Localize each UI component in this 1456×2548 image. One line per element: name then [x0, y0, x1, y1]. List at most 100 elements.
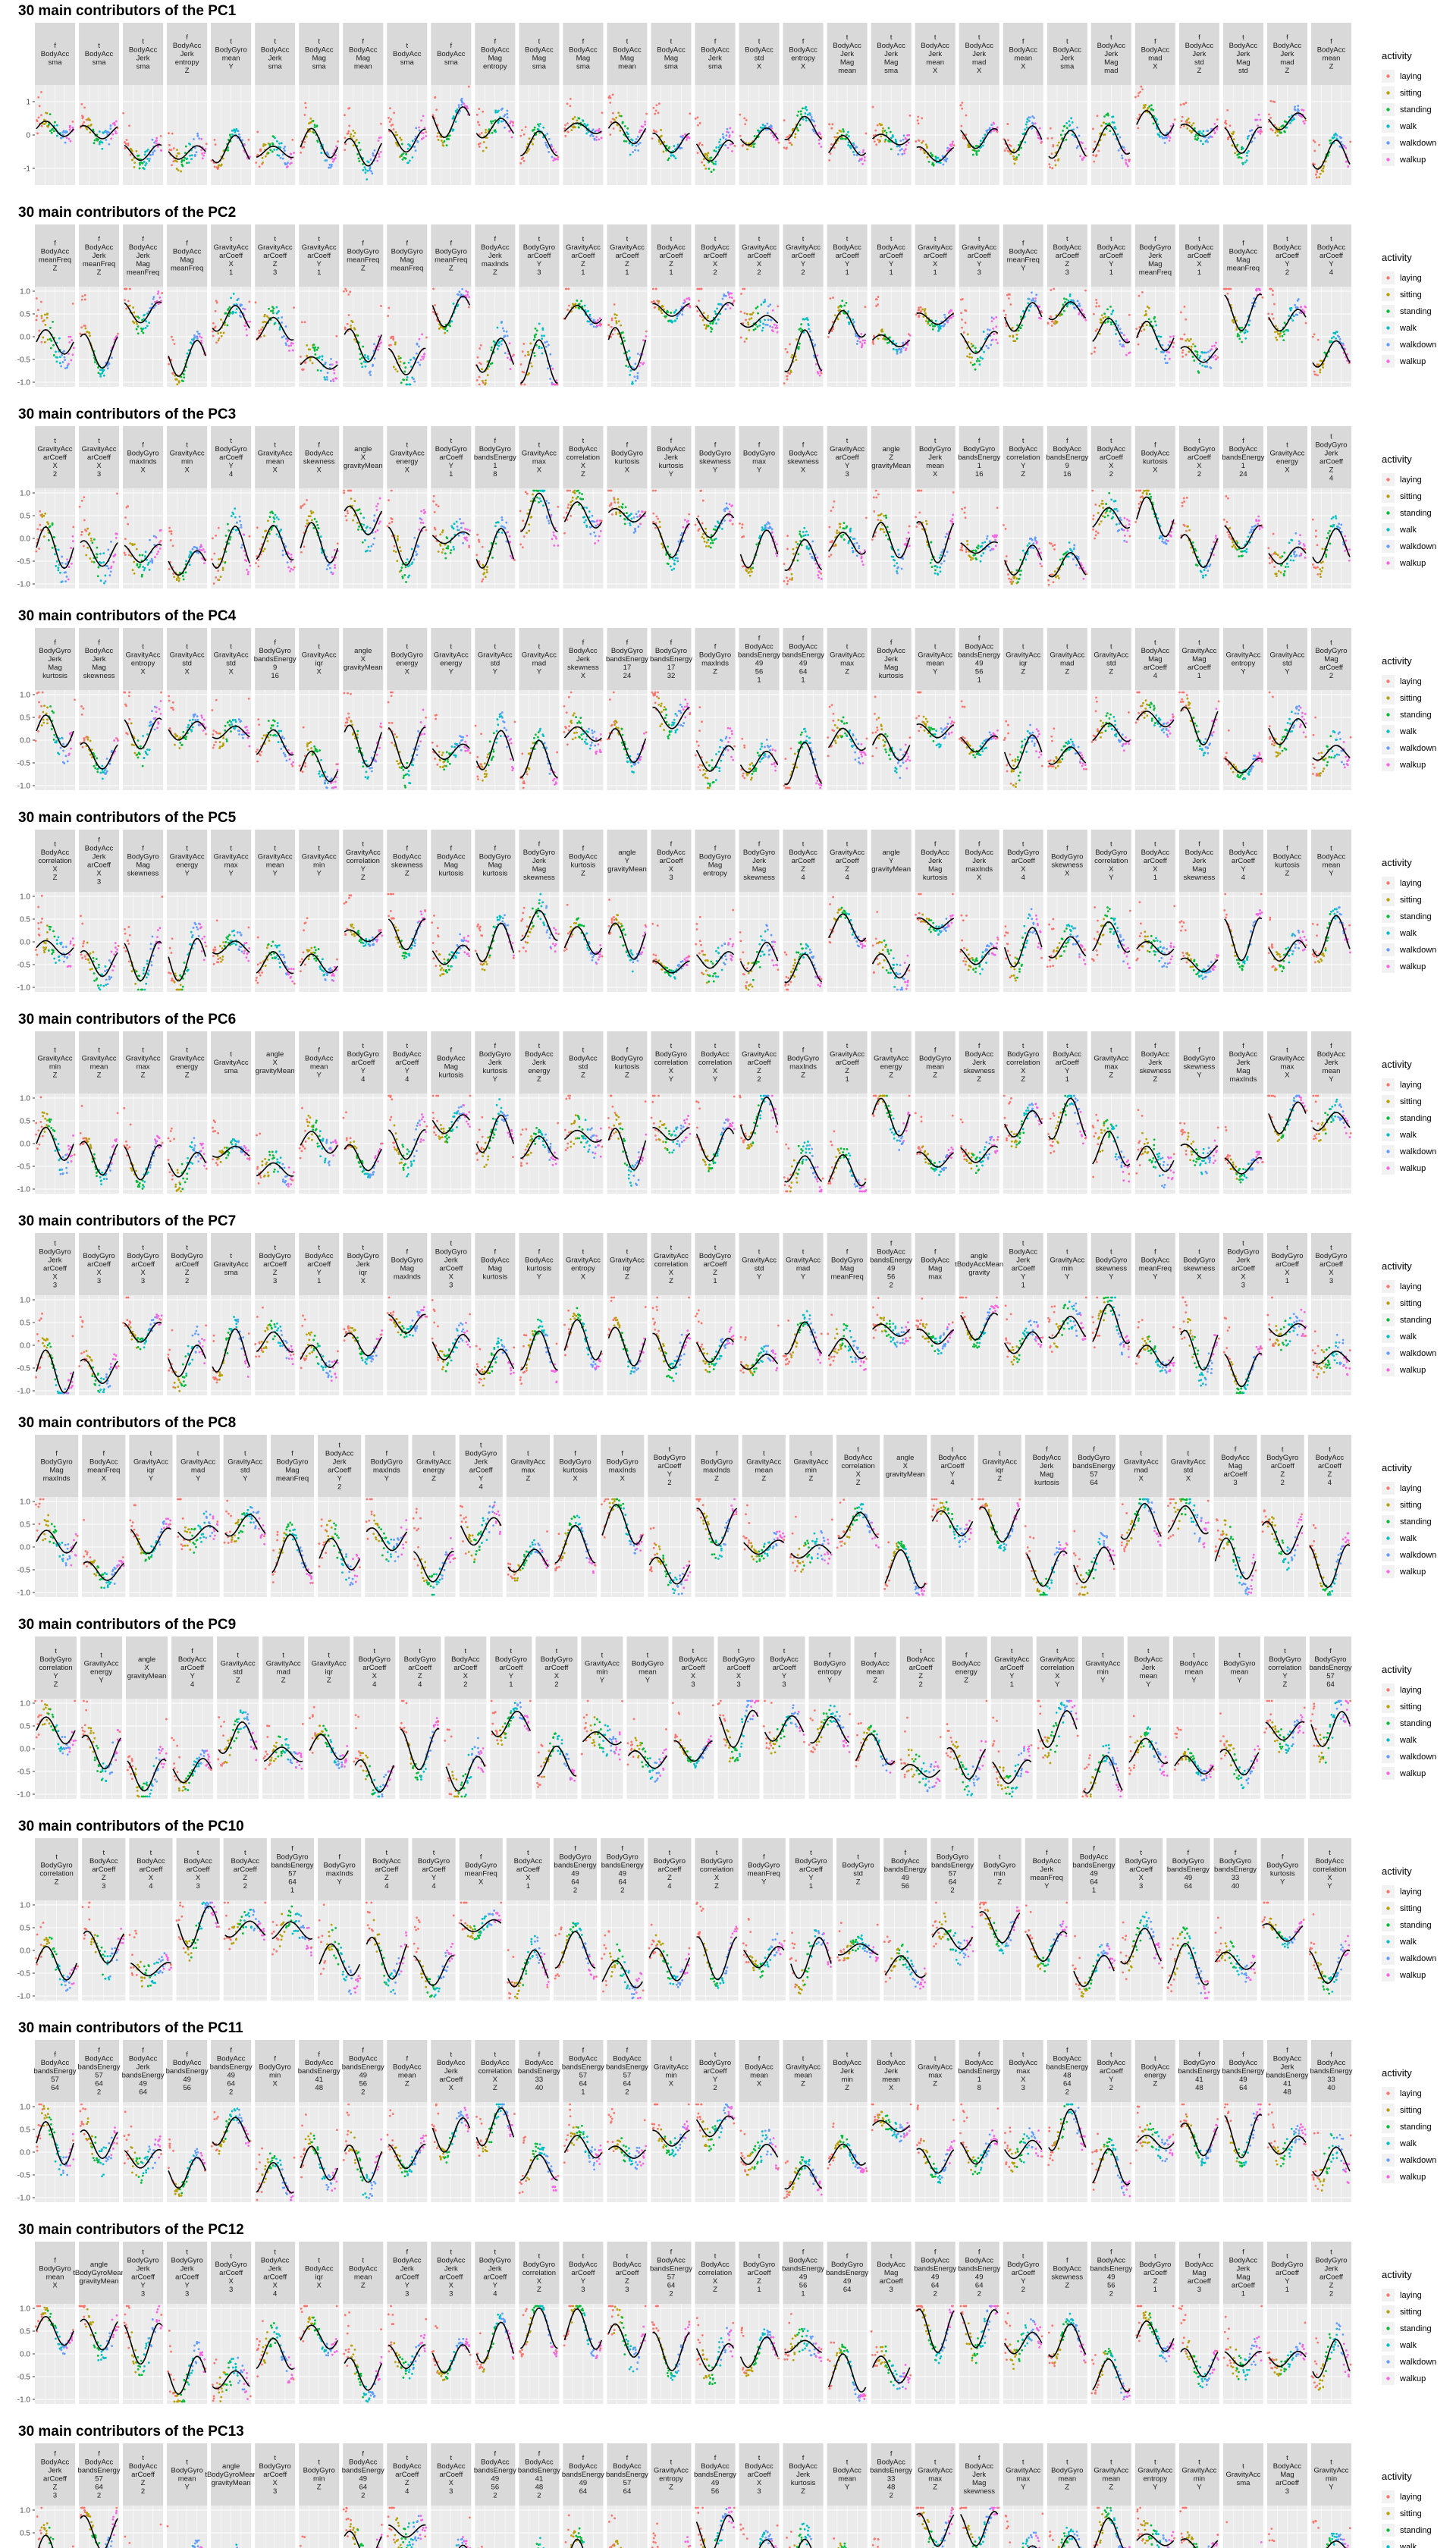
data-point — [468, 296, 470, 298]
data-point — [109, 124, 111, 127]
data-point — [479, 143, 482, 145]
data-point — [36, 120, 39, 122]
data-point — [468, 86, 470, 88]
data-point — [601, 137, 603, 140]
data-point — [821, 372, 823, 375]
data-point — [1159, 136, 1161, 138]
data-point — [255, 301, 257, 303]
data-point — [523, 160, 526, 162]
data-point — [929, 325, 931, 327]
data-point — [706, 154, 708, 156]
data-point — [1259, 289, 1261, 291]
data-point — [695, 118, 697, 120]
data-point — [129, 288, 131, 290]
data-point — [843, 130, 845, 133]
data-point — [1112, 133, 1115, 136]
data-point — [791, 354, 793, 356]
data-point — [828, 159, 830, 162]
data-point — [1051, 137, 1053, 140]
data-point — [372, 152, 374, 155]
data-point — [509, 122, 511, 124]
data-point — [218, 164, 220, 166]
data-point — [599, 317, 601, 319]
data-point — [527, 150, 529, 152]
data-point — [1148, 307, 1150, 309]
data-point — [551, 368, 554, 370]
data-point — [1191, 131, 1193, 133]
data-point — [830, 143, 833, 146]
data-point — [570, 98, 572, 100]
data-point — [512, 124, 514, 127]
data-point — [143, 168, 146, 170]
data-point — [326, 376, 328, 378]
data-point — [635, 138, 638, 140]
data-point — [1155, 325, 1157, 327]
data-point — [1206, 140, 1208, 142]
data-point — [1097, 150, 1100, 152]
data-point — [901, 148, 903, 150]
data-point — [767, 324, 769, 326]
data-point — [960, 125, 962, 127]
data-point — [350, 325, 352, 327]
data-point — [798, 346, 800, 348]
data-point — [877, 139, 879, 141]
data-point — [71, 339, 73, 341]
data-point — [1297, 105, 1299, 107]
data-point — [1068, 124, 1071, 127]
data-point — [485, 146, 488, 149]
data-point — [1070, 117, 1072, 119]
data-point — [491, 132, 494, 134]
data-point — [196, 151, 198, 153]
data-point — [1029, 117, 1031, 119]
facet: f BodyAcc Mag entropy — [475, 23, 515, 185]
data-point — [365, 171, 367, 174]
data-point — [506, 113, 508, 115]
data-point — [932, 328, 934, 331]
data-point — [409, 159, 411, 162]
data-point — [1156, 348, 1158, 350]
data-point — [709, 322, 711, 325]
data-point — [176, 383, 178, 385]
data-point — [796, 115, 799, 117]
data-point — [1336, 134, 1338, 136]
data-point — [522, 372, 525, 374]
data-point — [434, 96, 436, 99]
data-point — [83, 121, 85, 124]
data-point — [186, 162, 188, 164]
data-point — [40, 341, 42, 344]
data-point — [312, 347, 315, 349]
data-point — [805, 106, 807, 108]
data-point — [459, 290, 461, 293]
data-point — [1103, 121, 1105, 124]
data-point — [615, 117, 617, 119]
data-point — [799, 343, 801, 345]
data-point — [730, 292, 733, 294]
data-point — [108, 363, 111, 366]
data-point — [1095, 330, 1097, 332]
data-point — [985, 345, 987, 347]
data-point — [578, 307, 580, 309]
data-point — [221, 164, 223, 166]
data-point — [612, 112, 614, 115]
data-point — [415, 149, 417, 152]
data-point — [1162, 344, 1164, 347]
data-point — [611, 319, 613, 322]
data-point — [1244, 331, 1247, 334]
data-point — [1241, 157, 1243, 159]
data-point — [266, 315, 268, 318]
data-point — [881, 331, 883, 333]
data-point — [924, 312, 927, 315]
data-point — [494, 111, 497, 114]
data-point — [497, 348, 499, 350]
data-point — [1005, 314, 1007, 316]
data-point — [1192, 122, 1194, 124]
data-point — [200, 138, 202, 140]
data-point — [117, 333, 119, 335]
data-point — [202, 157, 204, 159]
data-point — [620, 115, 623, 118]
data-point — [703, 158, 705, 160]
data-point — [172, 339, 174, 341]
data-point — [755, 307, 758, 309]
data-point — [143, 161, 146, 163]
data-point — [719, 139, 721, 141]
